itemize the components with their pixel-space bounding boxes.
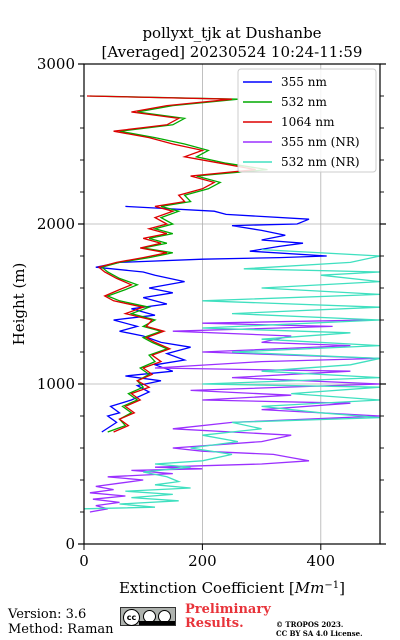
x-axis-label-close: ] (339, 579, 345, 597)
y-axis-label: Height (m) (10, 263, 28, 346)
x-tick-label: 200 (188, 552, 217, 570)
chart-subtitle: [Averaged] 20230524 10:24-11:59 (102, 43, 363, 61)
axis-ticks: 0 200 400 0 1000 2000 3000 (37, 55, 386, 570)
x-axis-unit: Mm (294, 579, 325, 597)
y-tick-label: 3000 (37, 55, 75, 73)
chart-title: pollyxt_tjk at Dushanbe (142, 24, 321, 42)
chart: pollyxt_tjk at Dushanbe [Averaged] 20230… (10, 24, 386, 597)
series-line-3 (86, 95, 256, 433)
copyright-notice: © TROPOS 2023. CC BY SA 4.0 License. (276, 620, 363, 638)
legend-label: 532 nm (281, 95, 327, 109)
x-tick-label: 400 (306, 552, 335, 570)
method-label: Method: Raman (8, 622, 114, 637)
version-label: Version: 3.6 (8, 607, 87, 622)
series-layer (84, 95, 380, 513)
x-tick-label: 0 (79, 552, 89, 570)
y-tick-label: 1000 (37, 375, 75, 393)
legend-label: 355 nm (281, 75, 327, 89)
preliminary-line-1: Preliminary (185, 602, 271, 617)
legend-label: 1064 nm (281, 115, 335, 129)
preliminary-results-notice: Preliminary Results. (185, 603, 271, 631)
badge-bar (139, 621, 175, 625)
series-line-2 (89, 95, 268, 433)
cc-icon: cc (123, 609, 140, 626)
series-line-5 (84, 248, 380, 510)
legend: 355 nm 532 nm 1064 nm 355 nm (NR) 532 nm (NR… (237, 68, 377, 173)
y-tick-label: 0 (65, 535, 75, 553)
y-tick-label: 2000 (37, 215, 75, 233)
legend-label: 532 nm (NR) (281, 155, 360, 169)
preliminary-line-2: Results. (185, 616, 244, 631)
copyright-line-2: CC BY SA 4.0 License. (276, 629, 363, 638)
cc-by-sa-icon: cc (120, 607, 176, 626)
x-axis-label: Extinction Coefficient [Mm−1] (119, 579, 345, 597)
legend-box (237, 68, 377, 173)
plot-frame (83, 63, 381, 545)
copyright-line-1: © TROPOS 2023. (276, 620, 344, 629)
legend-label: 355 nm (NR) (281, 135, 360, 149)
x-axis-unit-exp: −1 (324, 580, 339, 591)
x-axis-label-text: Extinction Coefficient [ (119, 579, 295, 597)
series-line-1 (95, 205, 327, 433)
